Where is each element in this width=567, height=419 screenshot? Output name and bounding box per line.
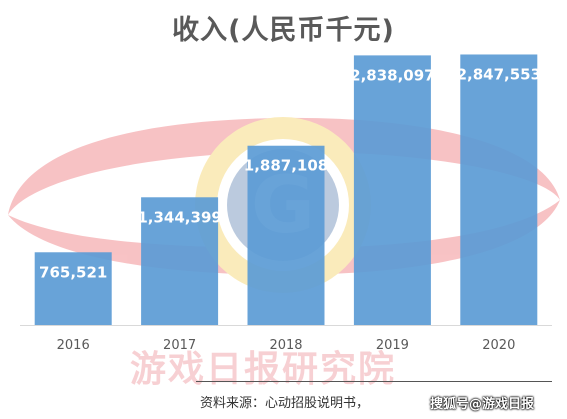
chart-title: 收入(人民币千元) [172, 15, 395, 46]
data-label-2019: 2,838,097 [350, 66, 434, 84]
bar-2018 [247, 145, 325, 325]
data-label-2020: 2,847,553 [457, 65, 541, 83]
bar-2016 [34, 252, 112, 325]
data-label-2018: 1,887,108 [244, 157, 328, 175]
credit-watermark: 搜狐号@游戏日报 [430, 397, 535, 412]
data-label-2017: 1,344,399 [137, 208, 221, 226]
bar-2017 [141, 197, 219, 325]
x-tick-label-2017: 2017 [163, 338, 196, 353]
bar-2019 [353, 55, 431, 325]
x-tick-label-2018: 2018 [269, 338, 302, 353]
watermark-text: 游戏日报研究院 [130, 349, 397, 390]
data-label-2016: 765,521 [39, 263, 107, 281]
x-tick-label-2016: 2016 [57, 338, 90, 353]
x-tick-label-2020: 2020 [482, 338, 515, 353]
source-note: 资料来源：心动招股说明书， [200, 396, 370, 411]
bar-2020 [460, 54, 538, 326]
x-tick-label-2019: 2019 [376, 338, 409, 353]
footer-divider [196, 381, 552, 382]
